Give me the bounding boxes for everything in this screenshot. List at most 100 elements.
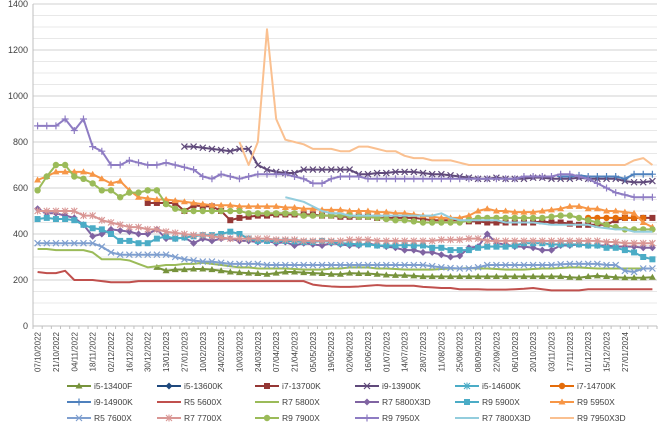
data-point-r9-5900x — [163, 233, 170, 240]
data-point-i7-13700k — [420, 216, 426, 223]
data-point-r7-7700x — [474, 235, 482, 243]
legend-item-r7-7800x3d[interactable]: R7 7800X3D — [455, 413, 531, 423]
data-point-r5-7600x — [327, 261, 335, 269]
data-point-r7-7700x — [603, 238, 610, 246]
legend-item-i5-14600k[interactable]: i5-14600K — [455, 381, 521, 391]
data-point-r7-7700x — [355, 236, 363, 244]
data-point-r7-5800x3d — [437, 251, 445, 259]
data-point-r9-5950x — [593, 205, 601, 212]
data-point-r9-5900x — [410, 242, 417, 249]
data-point-i7-13700k — [649, 214, 656, 221]
data-point-i5-13400f — [272, 269, 280, 276]
data-point-r5-7600x — [548, 261, 555, 269]
y-tick-label: 1400 — [8, 0, 28, 9]
legend-item-i9-14900k[interactable]: i9-14900K — [67, 397, 133, 407]
data-point-r7-7700x — [529, 237, 537, 245]
legend-item-r9-5900x[interactable]: R9 5900X — [455, 397, 520, 407]
legend-item-r7-7700x[interactable]: R7 7700X — [157, 413, 222, 423]
x-tick-label: 07/10/2022 — [34, 331, 43, 372]
legend-marker — [75, 414, 83, 422]
data-point-r9-5950x — [639, 219, 647, 225]
data-point-r5-7600x — [419, 261, 427, 269]
data-point-i9-13900k — [245, 145, 253, 153]
data-point-r9-7950x — [401, 175, 409, 183]
data-point-r9-5950x — [180, 198, 188, 205]
legend-item-i7-14700k[interactable]: i7-14700K — [550, 381, 616, 391]
data-point-r7-7700x — [318, 237, 326, 245]
data-point-i9-13900k — [346, 166, 354, 174]
data-point-r9-5900x — [585, 242, 592, 249]
data-point-r7-7700x — [98, 216, 106, 224]
data-point-r9-7950x — [61, 115, 69, 123]
legend-item-r9-7950x3d[interactable]: R9 7950X3D — [550, 413, 626, 423]
data-point-i5-13400f — [648, 273, 656, 280]
data-point-i5-13400f — [391, 271, 399, 278]
x-tick-label: 21/04/2023 — [291, 331, 300, 372]
data-point-r5-7600x — [52, 239, 60, 247]
data-point-r9-7950x — [474, 175, 482, 183]
data-point-r9-7950x — [199, 173, 207, 180]
data-point-r5-7600x — [529, 261, 537, 269]
data-point-r9-7950x — [79, 115, 87, 123]
legend-item-r5-7600x[interactable]: R5 7600X — [67, 413, 132, 423]
data-point-r5-7600x — [575, 260, 583, 268]
data-point-r5-7600x — [520, 261, 528, 269]
data-point-r9-5900x — [447, 247, 454, 254]
data-point-i9-13900k — [419, 169, 427, 177]
data-point-r7-7700x — [281, 236, 289, 244]
data-point-r9-7950x — [171, 161, 179, 169]
legend-label: R9 5900X — [482, 397, 520, 407]
data-point-r9-5900x — [401, 242, 408, 249]
legend-item-r5-5600x[interactable]: R5 5600X — [157, 397, 222, 407]
data-point-i9-13900k — [639, 178, 647, 186]
legend-item-i5-13400f[interactable]: i5-13400F — [67, 381, 132, 391]
legend-item-r7-5800x3d[interactable]: R7 5800X3D — [355, 397, 431, 407]
data-point-r9-7900x — [428, 219, 436, 226]
data-point-r5-7600x — [263, 261, 271, 269]
data-point-r9-7950x — [437, 175, 445, 183]
data-point-i5-13400f — [584, 273, 592, 280]
data-point-r9-7950x — [511, 175, 519, 183]
legend-item-i7-13700k[interactable]: i7-13700K — [255, 381, 321, 391]
data-point-r9-7900x — [447, 219, 454, 226]
legend-item-r7-5800x[interactable]: R7 5800X — [255, 397, 320, 407]
data-point-r9-7950x — [648, 193, 656, 201]
data-point-r9-5900x — [346, 240, 353, 247]
data-point-r9-7900x — [548, 213, 555, 220]
data-point-r9-7950x — [520, 173, 528, 180]
data-point-r5-7600x — [125, 251, 133, 259]
data-point-r5-7600x — [492, 261, 500, 269]
y-tick-label: 1200 — [8, 45, 28, 55]
data-point-r5-7600x — [89, 239, 97, 247]
data-point-r9-7900x — [539, 214, 546, 222]
legend-item-i9-13900k[interactable]: i9-13900K — [355, 381, 421, 391]
data-point-r9-5900x — [236, 231, 243, 237]
data-point-i9-13900k — [318, 166, 326, 174]
data-point-r9-5950x — [465, 212, 473, 219]
data-point-r7-7700x — [612, 238, 620, 246]
legend-item-r9-7900x[interactable]: R9 7900X — [255, 413, 320, 423]
x-tick-label: 30/12/2022 — [144, 331, 153, 372]
legend-label: R9 5950X — [577, 397, 615, 407]
data-point-i5-13400f — [575, 274, 583, 281]
legend-item-i5-13600k[interactable]: i5-13600K — [157, 381, 223, 391]
data-point-r9-7900x — [502, 214, 509, 222]
data-point-r9-5950x — [135, 193, 143, 200]
data-point-r9-7950x — [639, 193, 647, 201]
data-point-r9-7950x — [465, 175, 473, 183]
data-point-r9-5950x — [61, 168, 69, 175]
legend-label: i5-13600K — [184, 381, 223, 391]
data-point-r9-7900x — [34, 187, 41, 194]
data-point-r9-7900x — [318, 212, 326, 219]
data-point-r5-7600x — [300, 261, 308, 269]
legend-item-r9-7950x[interactable]: R9 7950X — [355, 413, 420, 423]
data-point-r9-5950x — [520, 208, 528, 215]
data-point-r7-7700x — [70, 207, 78, 215]
data-point-r9-5950x — [547, 206, 555, 213]
data-point-r7-7700x — [245, 235, 253, 243]
legend-item-r9-5950x[interactable]: R9 5950X — [550, 397, 615, 407]
data-point-r9-7950x — [547, 173, 555, 180]
data-point-r9-5950x — [217, 201, 225, 208]
data-point-i9-13900k — [300, 166, 308, 174]
